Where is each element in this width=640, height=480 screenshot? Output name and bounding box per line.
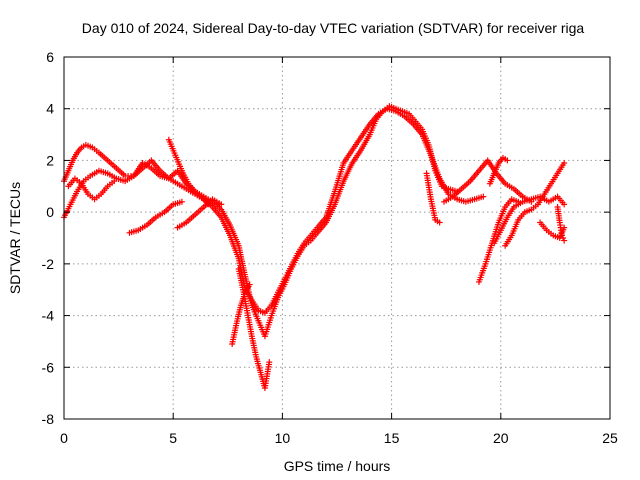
x-tick-label: 5	[169, 430, 177, 446]
data-point	[218, 201, 225, 208]
x-tick-label: 25	[602, 430, 618, 446]
data-point	[436, 219, 443, 226]
y-tick-label: -4	[42, 308, 55, 324]
data-point	[205, 201, 212, 208]
data-points	[61, 103, 568, 391]
y-axis-label: SDTVAR / TECUs	[7, 182, 23, 294]
grid	[64, 57, 610, 419]
x-axis-label: GPS time / hours	[284, 458, 391, 474]
chart-title: Day 010 of 2024, Sidereal Day-to-day VTE…	[82, 20, 585, 36]
data-point	[561, 237, 568, 244]
y-tick-label: -8	[42, 411, 55, 427]
y-tick-label: 2	[46, 152, 54, 168]
data-point	[266, 359, 273, 366]
x-tick-label: 0	[60, 430, 68, 446]
data-point	[504, 157, 511, 164]
y-tick-label: 0	[46, 204, 54, 220]
y-tick-label: 4	[46, 101, 54, 117]
data-point	[178, 198, 185, 205]
y-tick-label: -2	[42, 256, 55, 272]
data-point	[111, 178, 118, 185]
plot-frame	[63, 56, 611, 420]
x-tick-label: 10	[275, 430, 291, 446]
x-tick-label: 15	[384, 430, 400, 446]
data-point	[246, 281, 253, 288]
axis-ticks: 0 5 10 15 20 25 -8 -6 -4 -2 0 2 4 6	[42, 49, 618, 446]
data-point	[561, 201, 568, 208]
y-tick-label: -6	[42, 359, 55, 375]
data-point	[480, 193, 487, 200]
y-tick-label: 6	[46, 49, 54, 65]
data-point	[561, 160, 568, 167]
x-tick-label: 20	[493, 430, 509, 446]
